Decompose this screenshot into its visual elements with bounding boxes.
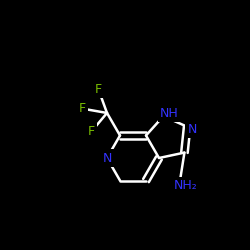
Text: NH: NH	[160, 107, 179, 120]
Text: F: F	[79, 102, 86, 115]
Text: F: F	[95, 83, 102, 96]
Text: N: N	[102, 152, 112, 164]
Text: NH₂: NH₂	[174, 179, 197, 192]
Text: N: N	[188, 123, 197, 136]
Text: F: F	[88, 126, 95, 138]
